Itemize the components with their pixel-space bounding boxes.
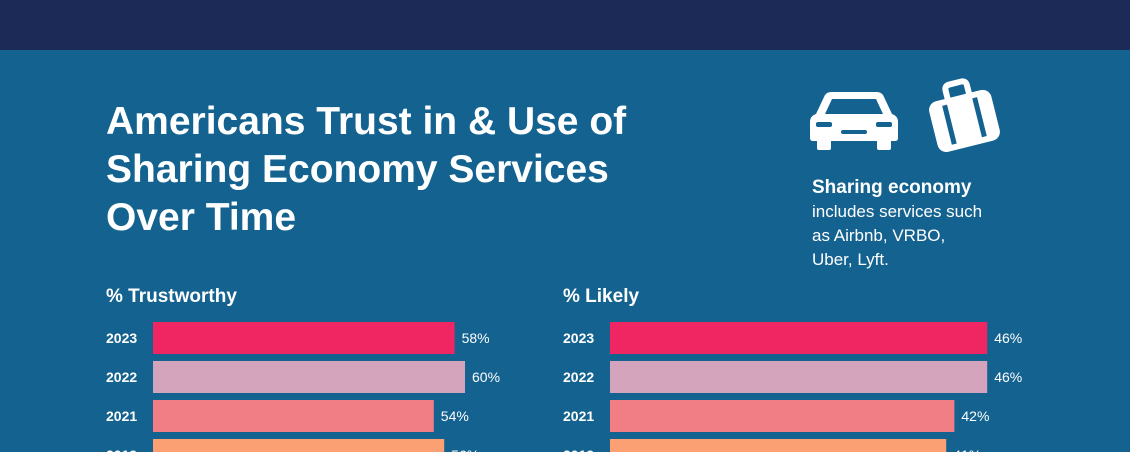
trustworthy-bar-2022 — [153, 361, 465, 393]
value-label: 42% — [961, 408, 989, 424]
value-label: 46% — [994, 330, 1022, 346]
value-label: 54% — [441, 408, 469, 424]
trustworthy-bar-2023 — [153, 322, 455, 354]
year-label: 2022 — [106, 369, 137, 385]
value-label: 58% — [462, 330, 490, 346]
year-label: 2019 — [106, 447, 137, 452]
year-label: 2021 — [106, 408, 137, 424]
car-icon — [810, 92, 898, 150]
likely-bar-2023 — [610, 322, 988, 354]
likely-chart-title: % Likely — [563, 286, 640, 307]
year-label: 2023 — [106, 330, 137, 346]
page-title: Americans Trust in & Use of Sharing Econ… — [106, 98, 746, 242]
likely-bar-2022 — [610, 361, 988, 393]
trustworthy-chart-title: % Trustworthy — [106, 286, 237, 307]
luggage-icon — [929, 78, 1000, 152]
likely-bar-2021 — [610, 400, 955, 432]
likely-bar-2019 — [610, 439, 947, 452]
year-label: 2019 — [563, 447, 594, 452]
year-label: 2021 — [563, 408, 594, 424]
note-line: includes services such — [812, 202, 983, 221]
trustworthy-bar-2019 — [153, 439, 445, 452]
title-line-2: Sharing Economy Services — [106, 148, 609, 191]
value-label: 60% — [472, 369, 500, 385]
title-line-3: Over Time — [106, 196, 297, 239]
note-heading: Sharing economy — [812, 177, 972, 198]
value-label: 56% — [451, 447, 479, 452]
trustworthy-bar-2021 — [153, 400, 434, 432]
value-label: 46% — [994, 369, 1022, 385]
note-line: as Airbnb, VRBO, — [812, 226, 946, 245]
sharing-economy-note: Sharing economy includes services such a… — [812, 176, 1042, 272]
year-label: 2023 — [563, 330, 594, 346]
header-band — [0, 0, 1130, 50]
title-line-1: Americans Trust in & Use of — [106, 100, 627, 143]
value-label: 41% — [953, 447, 981, 452]
note-line: Uber, Lyft. — [812, 250, 889, 269]
year-label: 2022 — [563, 369, 594, 385]
